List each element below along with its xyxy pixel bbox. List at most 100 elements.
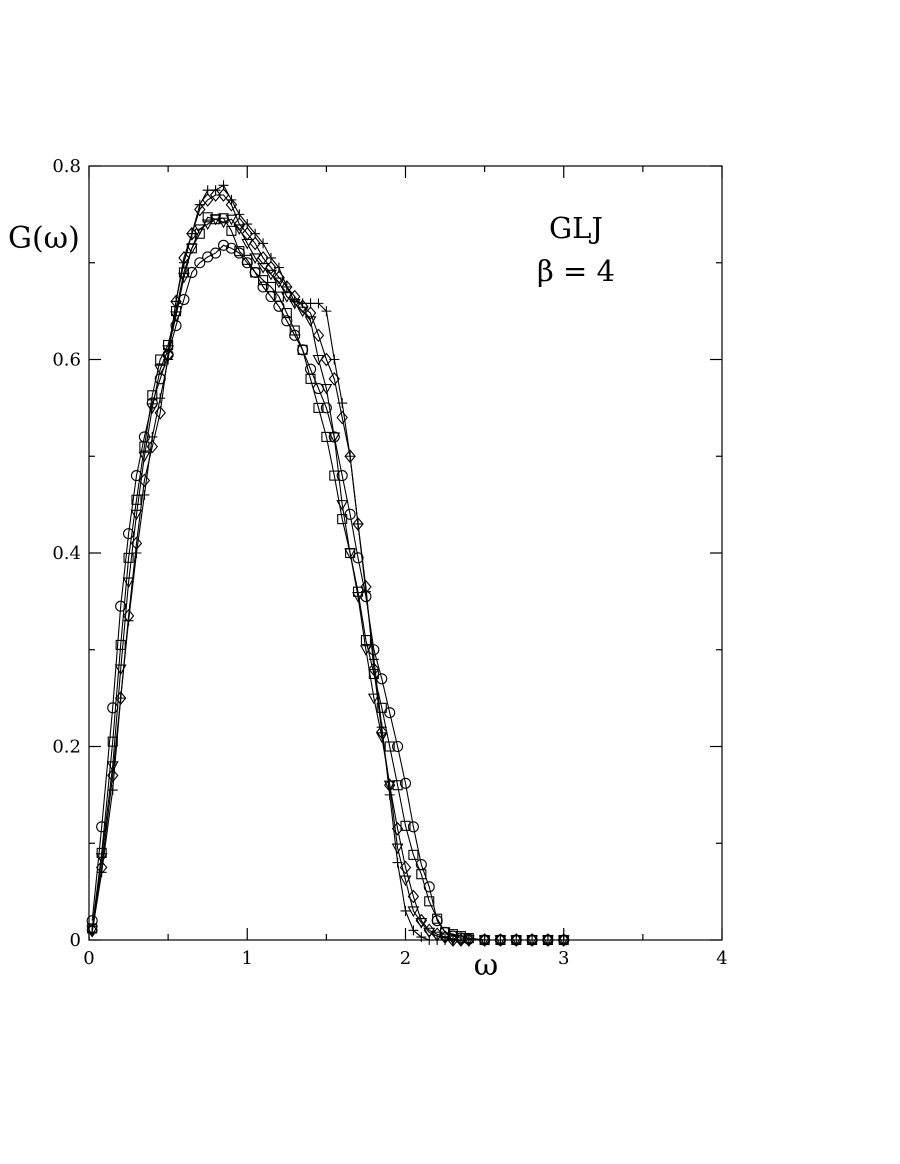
data-point (384, 741, 395, 752)
data-point (226, 194, 237, 205)
data-point (139, 489, 150, 500)
data-point (376, 725, 388, 739)
data-point (345, 451, 356, 462)
data-point (225, 242, 237, 254)
data-point (225, 214, 238, 226)
data-point (217, 239, 230, 251)
data-point (194, 199, 205, 210)
data-point (147, 390, 158, 401)
data-point (281, 281, 292, 292)
data-point (107, 768, 119, 783)
data-point (328, 432, 341, 444)
y-tick-label: 0.6 (52, 350, 81, 371)
data-point (304, 306, 317, 320)
data-point (265, 269, 277, 281)
data-point (312, 328, 325, 343)
data-point (376, 722, 387, 733)
data-point (416, 932, 427, 943)
data-point (225, 197, 238, 212)
data-point (478, 933, 491, 947)
data-point (123, 528, 135, 540)
data-point (234, 246, 245, 257)
data-point (257, 281, 269, 293)
data-point (376, 702, 387, 713)
y-tick-label: 0.8 (52, 156, 81, 177)
data-point (408, 925, 419, 936)
data-point (558, 933, 570, 947)
data-point (115, 693, 126, 704)
data-point (399, 875, 412, 887)
annotation-line-2: β = 4 (537, 254, 615, 288)
data-point (367, 693, 380, 705)
data-point (416, 869, 427, 880)
data-point (257, 251, 269, 265)
data-point (447, 933, 459, 947)
data-point (415, 913, 428, 928)
data-point (193, 224, 206, 236)
data-point (408, 849, 419, 860)
data-point (289, 296, 300, 307)
data-point (147, 431, 158, 442)
data-point (344, 449, 356, 464)
data-point (400, 905, 411, 916)
data-point (353, 518, 364, 529)
data-point (185, 243, 198, 255)
data-point (265, 260, 277, 275)
data-point (250, 228, 261, 239)
data-point (360, 635, 371, 646)
data-point (336, 500, 349, 511)
data-point (249, 236, 261, 251)
data-point (424, 896, 435, 907)
data-point (320, 352, 333, 367)
data-point (400, 820, 411, 831)
data-point (510, 933, 522, 947)
data-point (392, 857, 403, 868)
data-point (154, 364, 167, 376)
data-point (154, 405, 166, 420)
data-point (218, 180, 229, 191)
plot-area (86, 165, 723, 947)
data-point (194, 202, 206, 217)
data-point (242, 219, 253, 230)
x-tick-label: 0 (83, 948, 94, 969)
data-point (186, 228, 197, 239)
data-point (209, 214, 222, 226)
data-point (407, 821, 419, 833)
y-tick-label: 0.2 (52, 737, 81, 758)
data-point (432, 913, 443, 924)
data-point (320, 402, 332, 414)
data-point (155, 393, 166, 404)
data-point (186, 226, 198, 241)
data-point (115, 600, 127, 612)
data-point (368, 654, 379, 665)
data-point (305, 373, 316, 384)
data-point (201, 193, 214, 207)
data-point (250, 267, 261, 278)
data-point (360, 586, 371, 597)
data-point (258, 275, 269, 286)
y-tick-label: 0 (70, 930, 81, 951)
data-point (391, 821, 404, 836)
data-point (178, 272, 190, 284)
data-point (542, 935, 553, 945)
data-point (399, 860, 412, 875)
data-point (233, 217, 246, 231)
data-point (352, 517, 364, 531)
data-point (384, 789, 395, 800)
data-point (194, 257, 206, 269)
data-point (463, 935, 474, 945)
data-point (178, 257, 189, 268)
data-point (146, 403, 159, 415)
data-point (139, 441, 150, 452)
data-point (273, 262, 284, 273)
data-point (107, 785, 118, 796)
data-point (463, 933, 475, 947)
data-point (171, 296, 182, 307)
data-point (526, 933, 538, 947)
data-point (321, 306, 332, 317)
data-point (542, 933, 554, 947)
data-point (296, 299, 309, 314)
data-point (130, 509, 143, 521)
data-point (558, 935, 569, 945)
